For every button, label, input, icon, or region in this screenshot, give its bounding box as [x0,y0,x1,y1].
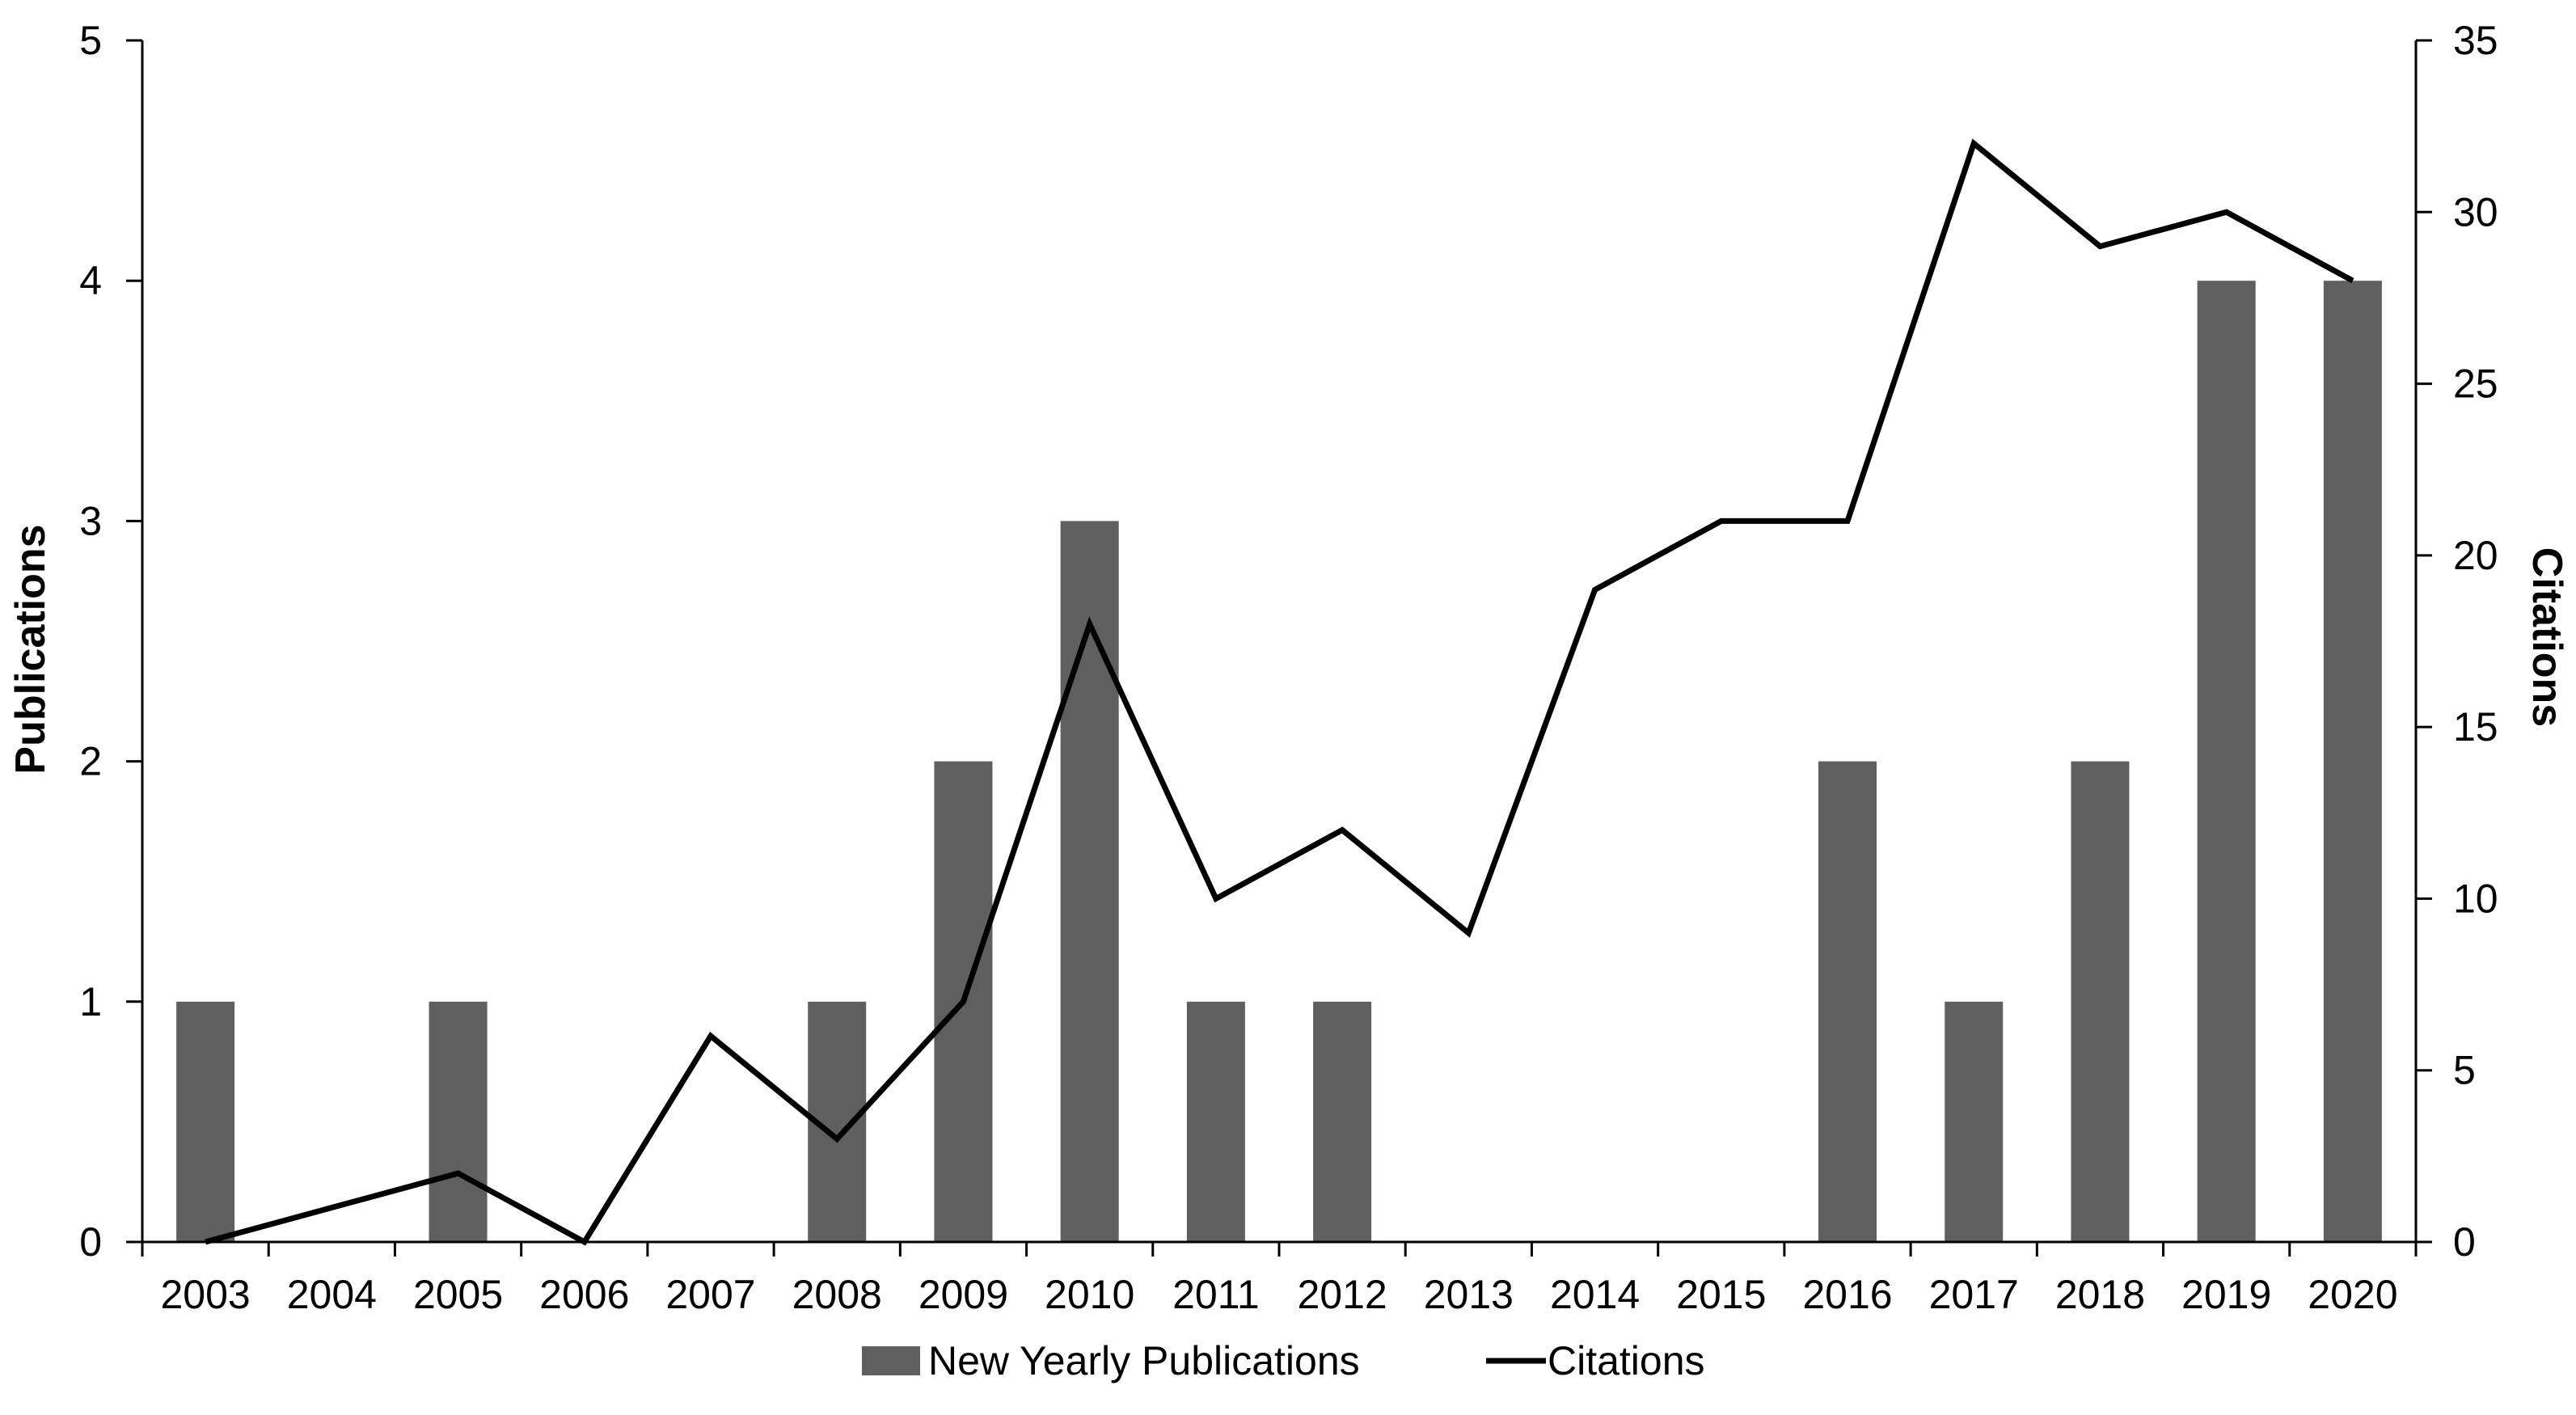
right-tick-label-30: 30 [2453,189,2498,234]
x-tick-label-2016: 2016 [1802,1272,1892,1317]
right-tick-label-20: 20 [2453,533,2498,578]
bar-2016 [1818,761,1877,1242]
left-tick-label-2: 2 [79,739,102,784]
left-tick-label-4: 4 [79,258,102,303]
bar-2011 [1186,1001,1245,1242]
citations-line [205,138,2354,1246]
right-axis-title: Citations [2523,547,2570,727]
x-tick-label-2007: 2007 [665,1272,755,1317]
x-tick-label-2008: 2008 [792,1272,882,1317]
x-tick-label-2017: 2017 [1929,1272,2019,1317]
bar-2003 [176,1001,235,1242]
x-tick-label-2004: 2004 [287,1272,377,1317]
x-tick-label-2005: 2005 [413,1272,503,1317]
x-tick-label-2020: 2020 [2308,1272,2397,1317]
x-tick-label-2018: 2018 [2055,1272,2145,1317]
bar-2017 [1945,1001,2004,1242]
x-tick-label-2012: 2012 [1297,1272,1387,1317]
right-tick-label-10: 10 [2453,876,2498,921]
x-ticks: 2003 2004 2005 2006 2007 2008 2009 2010 2011 2012… [141,1242,2418,1317]
bar-2019 [2197,281,2256,1243]
bar-2005 [429,1001,488,1242]
right-y-ticks: 0 5 10 15 20 25 30 35 [2416,18,2498,1265]
legend-bar-swatch [862,1346,920,1375]
right-tick-label-25: 25 [2453,361,2498,407]
right-tick-label-15: 15 [2453,704,2498,750]
left-tick-label-5: 5 [79,18,102,63]
legend-line-label: Citations [1548,1338,1705,1383]
bar-2020 [2323,281,2382,1243]
right-tick-label-5: 5 [2453,1048,2476,1093]
right-tick-label-35: 35 [2453,18,2498,63]
x-tick-label-2006: 2006 [539,1272,629,1317]
bar-2018 [2071,761,2130,1242]
right-tick-label-0: 0 [2453,1219,2476,1265]
x-tick-label-2010: 2010 [1045,1272,1134,1317]
legend-bar-label: New Yearly Publications [928,1338,1360,1383]
x-tick-label-2019: 2019 [2181,1272,2271,1317]
bar-2012 [1313,1001,1372,1242]
bar-series-group [176,281,2382,1243]
left-tick-label-3: 3 [79,498,102,543]
bar-2010 [1060,521,1119,1242]
line-series-group [205,138,2354,1246]
x-tick-label-2009: 2009 [918,1272,1008,1317]
x-tick-label-2011: 2011 [1172,1272,1260,1317]
x-tick-label-2013: 2013 [1424,1272,1514,1317]
x-tick-label-2014: 2014 [1550,1272,1640,1317]
x-tick-label-2003: 2003 [160,1272,250,1317]
left-axis-title: Publications [7,524,54,774]
x-tick-label-2015: 2015 [1676,1272,1766,1317]
legend: New Yearly Publications Citations [862,1338,1705,1383]
left-tick-label-1: 1 [79,979,102,1024]
left-tick-label-0: 0 [79,1219,102,1265]
left-y-ticks: 0 1 2 3 4 5 [79,18,142,1265]
